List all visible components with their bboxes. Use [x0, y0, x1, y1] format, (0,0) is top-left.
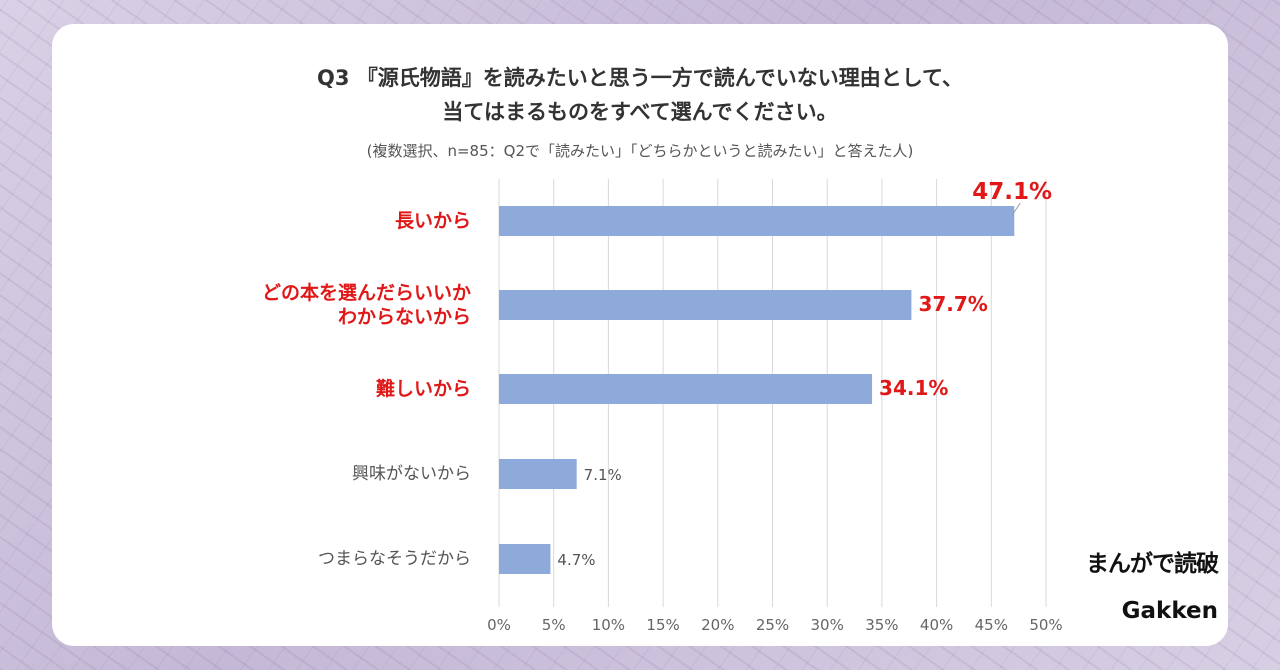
category-label: 興味がないから — [352, 463, 471, 484]
x-tick-label: 15% — [646, 616, 679, 634]
leader-line — [1011, 202, 1021, 216]
bar — [499, 459, 577, 489]
gakken-logo: Gakken — [1121, 598, 1218, 624]
x-tick-label: 0% — [487, 616, 511, 634]
x-tick-label: 20% — [701, 616, 734, 634]
x-tick-label: 35% — [865, 616, 898, 634]
x-tick-label: 40% — [920, 616, 953, 634]
data-label: 37.7% — [918, 292, 987, 316]
data-label: 4.7% — [557, 551, 595, 569]
bar — [499, 206, 1015, 236]
chart-subtitle: (複数選択、n=85：Q2で「読みたい」「どちらかというと読みたい」と答えた人) — [366, 142, 914, 160]
chart-title-line1: Q3 『源氏物語』を読みたいと思う一方で読んでいない理由として、 — [316, 66, 964, 90]
data-label: 34.1% — [879, 376, 948, 400]
bar — [499, 544, 551, 574]
chart-card: Q3 『源氏物語』を読みたいと思う一方で読んでいない理由として、 当てはまるもの… — [52, 24, 1228, 646]
x-tick-label: 25% — [756, 616, 789, 634]
x-tick-label: 30% — [811, 616, 844, 634]
x-tick-label: 45% — [975, 616, 1008, 634]
category-label: どの本を選んだらいいか わからないから — [261, 282, 471, 328]
bar-chart: 0% 5% 10% 15% 20% 25% 30% 35% 40% 45% 50% 47.1% 37.7… — [487, 179, 1063, 634]
bar — [499, 374, 873, 404]
category-label: 長いから — [394, 210, 471, 232]
data-label: 47.1% — [972, 179, 1052, 205]
category-label: 難しいから — [375, 378, 471, 400]
x-tick-label: 5% — [542, 616, 566, 634]
category-label: つまらなそうだから — [318, 548, 471, 569]
x-tick-label: 50% — [1029, 616, 1062, 634]
bar — [499, 290, 912, 320]
data-label: 7.1% — [584, 466, 622, 484]
chart-title-line2: 当てはまるものをすべて選んでください。 — [442, 100, 838, 124]
manga-de-dokuha-logo: まんがで読破 — [1086, 551, 1219, 577]
x-tick-label: 10% — [592, 616, 625, 634]
